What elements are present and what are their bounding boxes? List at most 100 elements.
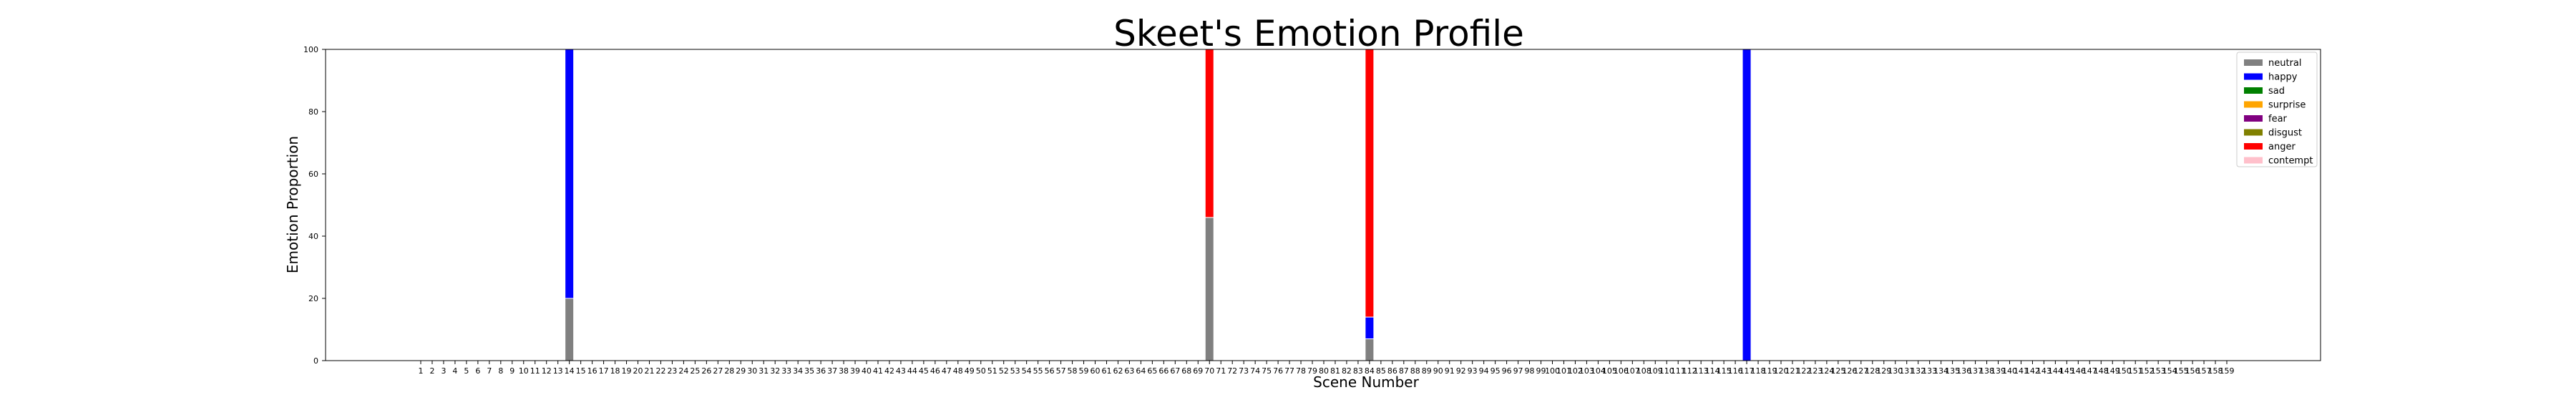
x-tick-label: 50 xyxy=(976,366,986,376)
x-tick-label: 118 xyxy=(1751,366,1766,376)
x-tick-label: 81 xyxy=(1330,366,1340,376)
x-tick-label: 11 xyxy=(530,366,540,376)
x-tick-label: 129 xyxy=(1876,366,1891,376)
x-tick-label: 22 xyxy=(655,366,665,376)
x-tick-label: 47 xyxy=(942,366,952,376)
x-tick-label: 57 xyxy=(1056,366,1066,376)
x-tick-label: 72 xyxy=(1227,366,1237,376)
x-tick-label: 27 xyxy=(713,366,723,376)
x-tick-label: 87 xyxy=(1399,366,1409,376)
x-tick-label: 24 xyxy=(678,366,688,376)
x-tick-label: 115 xyxy=(1717,366,1732,376)
x-tick-label: 16 xyxy=(587,366,597,376)
legend-label-surprise: surprise xyxy=(2268,100,2306,111)
x-tick-label: 29 xyxy=(736,366,746,376)
x-tick-label: 117 xyxy=(1740,366,1755,376)
x-tick-label: 139 xyxy=(1991,366,2006,376)
x-tick-label: 84 xyxy=(1365,366,1375,376)
x-tick-label: 32 xyxy=(770,366,780,376)
x-tick-label: 1 xyxy=(419,366,424,376)
x-tick-label: 8 xyxy=(498,366,503,376)
x-tick-label: 123 xyxy=(1807,366,1823,376)
x-tick-label: 110 xyxy=(1659,366,1674,376)
x-tick-label: 35 xyxy=(804,366,814,376)
x-tick-label: 74 xyxy=(1250,366,1260,376)
y-tick-label: 100 xyxy=(303,45,318,54)
x-tick-label: 10 xyxy=(519,366,529,376)
x-tick-label: 116 xyxy=(1728,366,1743,376)
x-tick-label: 85 xyxy=(1376,366,1386,376)
y-tick-label: 0 xyxy=(313,356,318,366)
x-tick-label: 83 xyxy=(1353,366,1363,376)
x-tick-label: 15 xyxy=(576,366,586,376)
bar-segment-anger xyxy=(1204,49,1214,218)
x-tick-label: 103 xyxy=(1579,366,1594,376)
x-tick-label: 54 xyxy=(1022,366,1032,376)
x-tick-label: 111 xyxy=(1671,366,1686,376)
x-tick-label: 124 xyxy=(1819,366,1834,376)
x-tick-label: 99 xyxy=(1536,366,1546,376)
bar-segment-neutral xyxy=(565,298,575,361)
bar-segment-happy xyxy=(1365,316,1375,340)
x-tick-label: 102 xyxy=(1568,366,1583,376)
x-tick-label: 88 xyxy=(1410,366,1420,376)
bar-segment-neutral xyxy=(1365,338,1375,361)
x-tick-label: 90 xyxy=(1433,366,1443,376)
x-tick-label: 58 xyxy=(1068,366,1078,376)
x-tick-label: 148 xyxy=(2094,366,2109,376)
x-tick-label: 80 xyxy=(1319,366,1329,376)
y-tick-label: 40 xyxy=(308,232,318,241)
x-tick-label: 45 xyxy=(919,366,929,376)
x-tick-label: 18 xyxy=(610,366,620,376)
bar-segment-happy xyxy=(565,49,575,299)
x-tick-label: 107 xyxy=(1625,366,1640,376)
x-tick-label: 56 xyxy=(1045,366,1055,376)
legend-swatch-anger xyxy=(2244,143,2263,150)
x-tick-label: 13 xyxy=(553,366,563,376)
x-tick-label: 152 xyxy=(2140,366,2155,376)
x-tick-label: 55 xyxy=(1033,366,1043,376)
x-tick-label: 64 xyxy=(1136,366,1146,376)
x-tick-label: 39 xyxy=(850,366,860,376)
x-tick-label: 34 xyxy=(793,366,803,376)
x-tick-label: 109 xyxy=(1648,366,1663,376)
y-axis-title: Emotion Proportion xyxy=(284,136,301,273)
chart-title: Skeet's Emotion Profile xyxy=(1113,13,1524,54)
x-tick-label: 97 xyxy=(1513,366,1523,376)
x-tick-label: 154 xyxy=(2162,366,2177,376)
x-tick-label: 26 xyxy=(701,366,711,376)
legend-label-contempt: contempt xyxy=(2268,156,2313,167)
x-tick-label: 150 xyxy=(2117,366,2132,376)
x-tick-label: 141 xyxy=(2014,366,2029,376)
x-tick-label: 59 xyxy=(1079,366,1089,376)
legend-label-neutral: neutral xyxy=(2268,58,2302,69)
x-tick-label: 126 xyxy=(1842,366,1857,376)
x-tick-label: 52 xyxy=(999,366,1009,376)
x-tick-label: 94 xyxy=(1479,366,1489,376)
x-tick-label: 44 xyxy=(907,366,917,376)
x-tick-label: 3 xyxy=(441,366,446,376)
x-tick-label: 131 xyxy=(1899,366,1914,376)
x-tick-label: 120 xyxy=(1773,366,1788,376)
x-tick-label: 114 xyxy=(1705,366,1720,376)
legend-box xyxy=(2236,52,2318,167)
x-tick-label: 67 xyxy=(1170,366,1180,376)
x-tick-label: 91 xyxy=(1445,366,1455,376)
x-tick-label: 20 xyxy=(633,366,643,376)
x-tick-label: 122 xyxy=(1796,366,1811,376)
x-tick-label: 25 xyxy=(690,366,700,376)
x-tick-label: 28 xyxy=(724,366,734,376)
x-tick-label: 98 xyxy=(1525,366,1535,376)
x-tick-label: 31 xyxy=(758,366,769,376)
x-tick-label: 112 xyxy=(1682,366,1697,376)
x-tick-label: 36 xyxy=(816,366,826,376)
x-tick-label: 147 xyxy=(2082,366,2097,376)
x-tick-label: 51 xyxy=(987,366,997,376)
x-tick-label: 37 xyxy=(827,366,837,376)
x-tick-label: 134 xyxy=(1933,366,1948,376)
x-tick-label: 60 xyxy=(1091,366,1101,376)
x-tick-label: 113 xyxy=(1694,366,1709,376)
x-tick-label: 75 xyxy=(1262,366,1272,376)
x-tick-label: 140 xyxy=(2002,366,2017,376)
x-tick-label: 142 xyxy=(2025,366,2040,376)
